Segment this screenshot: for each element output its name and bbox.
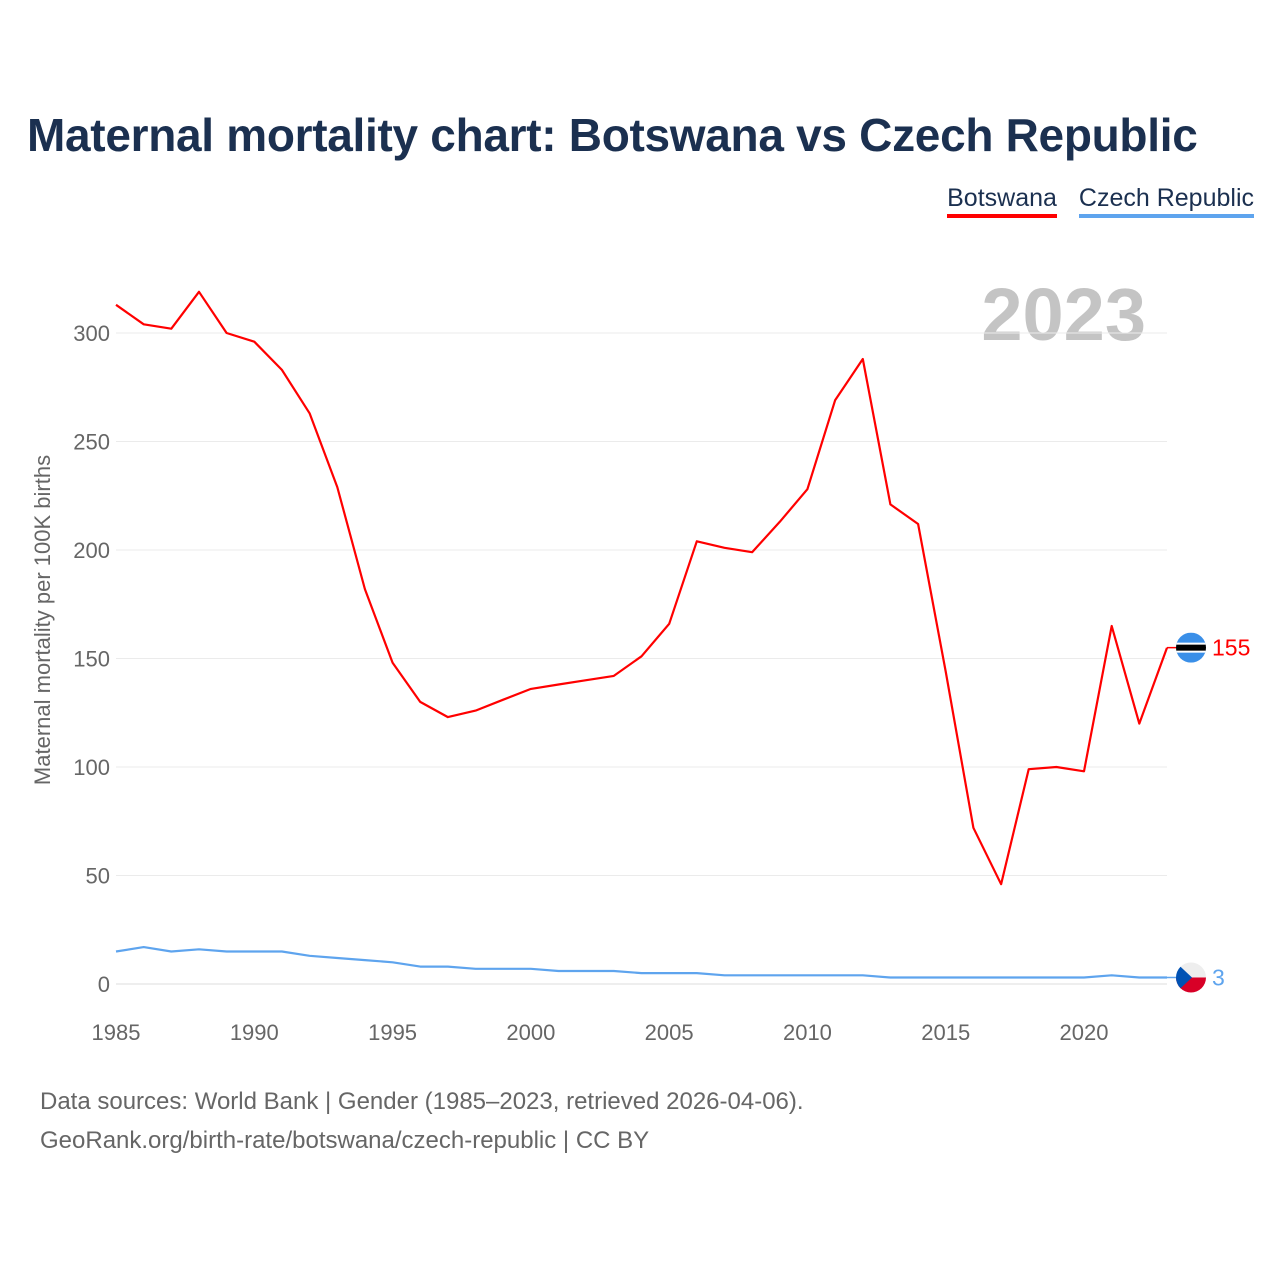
series-line-czech-republic <box>115 945 1167 979</box>
y-axis-label: Maternal mortality per 100K births <box>30 455 55 785</box>
legend-czech-republic[interactable]: Czech Republic <box>1078 184 1254 218</box>
x-tick-label: 1985 <box>92 1020 141 1045</box>
year-watermark: 2023 <box>981 273 1146 356</box>
x-tick-label: 2010 <box>783 1020 832 1045</box>
end-value-label: 3 <box>1212 964 1225 990</box>
x-tick-label: 1995 <box>368 1020 417 1045</box>
series-line-botswana <box>115 290 1169 886</box>
x-tick-label: 2015 <box>921 1020 970 1045</box>
x-tick-label: 2020 <box>1060 1020 1109 1045</box>
y-tick-label: 0 <box>98 972 110 997</box>
legend: Botswana Czech Republic <box>947 184 1254 218</box>
x-tick-label: 2005 <box>645 1020 694 1045</box>
chart-title: Maternal mortality chart: Botswana vs Cz… <box>27 109 1198 161</box>
y-tick-label: 150 <box>73 647 110 672</box>
x-tick-label: 1990 <box>230 1020 279 1045</box>
end-value-label: 155 <box>1212 635 1250 661</box>
x-tick-label: 2000 <box>506 1020 555 1045</box>
y-tick-label: 250 <box>73 430 110 455</box>
y-tick-label: 200 <box>73 538 110 563</box>
footer-sources: Data sources: World Bank | Gender (1985–… <box>40 1088 804 1115</box>
czech-flag-icon <box>1176 962 1206 993</box>
botswana-flag-icon <box>1176 632 1206 663</box>
legend-botswana[interactable]: Botswana <box>947 184 1057 218</box>
footer-attribution[interactable]: GeoRank.org/birth-rate/botswana/czech-re… <box>40 1127 650 1154</box>
y-tick-label: 50 <box>86 864 110 889</box>
y-tick-label: 300 <box>73 321 110 346</box>
y-tick-label: 100 <box>73 755 110 780</box>
